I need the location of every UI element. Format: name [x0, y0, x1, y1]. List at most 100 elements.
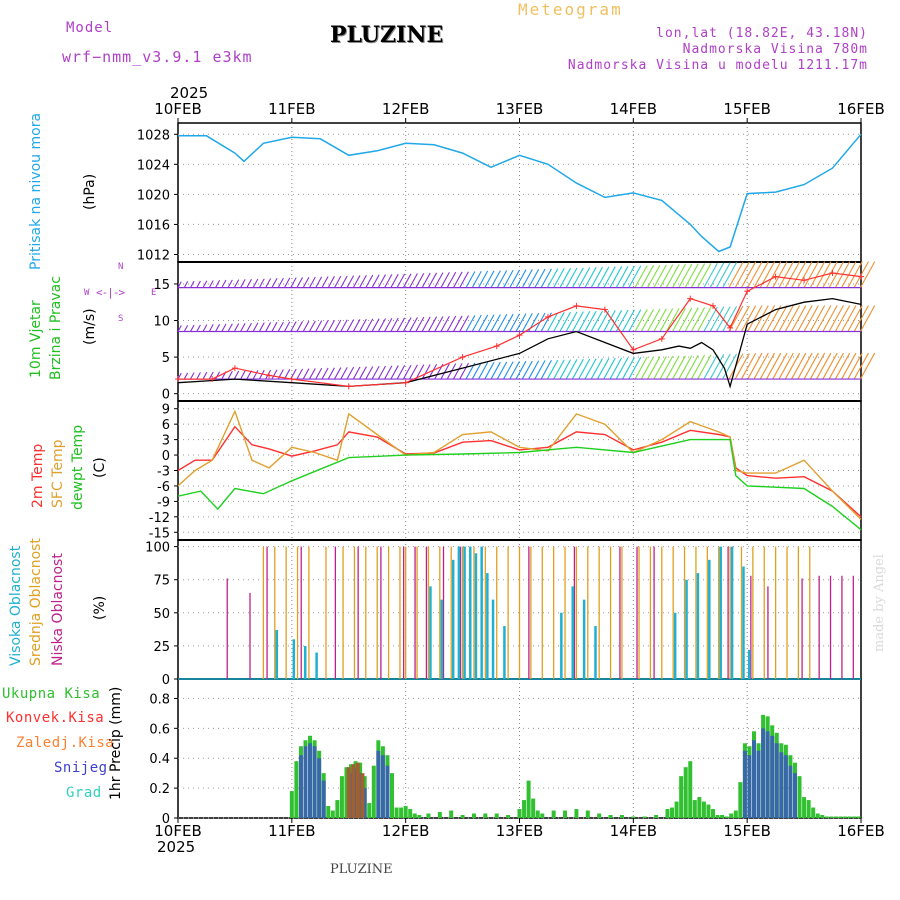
- wind-barb: [791, 352, 807, 380]
- wind-barb: [359, 318, 367, 332]
- wind-barb: [703, 262, 718, 288]
- station-title: PLUZINE: [330, 22, 444, 48]
- wind-barb: [797, 305, 813, 332]
- compass-s: S: [118, 314, 124, 324]
- wind-barb: [384, 365, 393, 380]
- precip-total-bar: [597, 813, 602, 818]
- wind-barb: [246, 322, 252, 332]
- wind-barb: [809, 352, 826, 380]
- precip-total-bar: [417, 815, 422, 818]
- wind-barb: [509, 269, 521, 288]
- precip-snow-bar: [761, 728, 766, 818]
- wind-barb: [202, 280, 208, 288]
- wind-barb: [747, 261, 763, 288]
- wind-barb: [571, 267, 584, 288]
- wind-barb: [290, 277, 297, 288]
- wind-barb: [396, 273, 406, 288]
- wind-barb: [653, 308, 667, 332]
- y-tick-label-cloud: 75: [153, 574, 170, 589]
- wind-barb: [484, 270, 495, 288]
- wind-barb: [772, 261, 788, 288]
- wind-barb: [822, 305, 838, 332]
- wind-barb: [528, 269, 540, 288]
- wind-barb: [772, 305, 788, 332]
- precip-total-bar: [670, 807, 675, 818]
- wind-barb: [409, 317, 418, 332]
- wind-barb: [615, 357, 629, 380]
- wind-barb: [596, 310, 610, 332]
- dewpt-line: [177, 438, 862, 531]
- wind-barb: [471, 362, 482, 380]
- wind-barb: [365, 274, 374, 288]
- wind-barb: [315, 320, 323, 332]
- wind-barb: [847, 305, 863, 332]
- wind-barb: [753, 305, 769, 332]
- wind-barb: [784, 261, 801, 288]
- wind-barb: [296, 321, 304, 332]
- wind-barb: [515, 313, 527, 332]
- wind-barb: [672, 263, 686, 288]
- wind-barb: [841, 352, 857, 380]
- precip-total-bar: [326, 806, 331, 818]
- wind-barb: [534, 360, 546, 380]
- wind-barb: [471, 271, 482, 288]
- wind-barb: [678, 263, 693, 288]
- wind-barb: [659, 355, 674, 380]
- precip-total-bar: [683, 767, 688, 818]
- wind-barb: [521, 360, 533, 380]
- x-tick-label-top: 15FEB: [723, 100, 770, 118]
- wind-barb: [459, 362, 469, 380]
- wind-barb: [734, 305, 750, 332]
- wind-gust-marker: [829, 269, 836, 276]
- wind-barb: [766, 305, 782, 332]
- precip-total-bar: [806, 800, 811, 818]
- wind-barb: [484, 314, 495, 332]
- precip-snow-bar: [376, 750, 381, 818]
- wind-barb: [590, 310, 603, 332]
- temp-sfc-line: [177, 409, 862, 520]
- wind-barb: [240, 323, 246, 332]
- wind-barb: [578, 267, 591, 288]
- wind-gust-marker: [801, 277, 808, 284]
- wind-barb: [352, 319, 361, 332]
- wind-barb: [503, 313, 514, 332]
- precip-total-bar: [838, 816, 843, 818]
- wind-barb: [396, 365, 406, 380]
- wind-barb: [478, 270, 489, 288]
- wind-barb: [446, 271, 457, 288]
- precip-frozen-bar: [355, 762, 360, 818]
- precip-total-bar: [738, 782, 743, 818]
- precip-snow-bar: [742, 750, 747, 818]
- wind-barb: [183, 325, 189, 332]
- precip-snow-bar: [308, 743, 313, 818]
- precip-snow-bar: [349, 773, 354, 818]
- wind-barb: [540, 268, 552, 288]
- y-tick-label-precip: 0.4: [149, 752, 170, 767]
- wind-barb: [352, 275, 361, 288]
- precip-label-total: Ukupna Kisa: [2, 686, 101, 702]
- wind-barb: [183, 281, 189, 288]
- wind-barb: [784, 305, 801, 332]
- wind-barb: [365, 366, 374, 380]
- wind-barb: [553, 359, 565, 380]
- x-tick-label-bottom: 15FEB: [723, 822, 770, 840]
- wind-barb: [778, 305, 794, 332]
- wind-barb: [334, 319, 342, 332]
- precip-snow-bar: [779, 752, 784, 818]
- wind-barb: [578, 358, 591, 380]
- precip-total-bar: [335, 800, 340, 818]
- wind-gust-marker: [288, 376, 295, 383]
- precip-total-bar: [531, 798, 536, 818]
- wind-barb: [828, 352, 844, 380]
- precip-total-bar: [506, 815, 511, 818]
- wind-barb: [571, 358, 584, 380]
- wind-barb: [321, 367, 329, 380]
- wind-barb: [277, 277, 284, 288]
- wind-barb: [603, 357, 616, 380]
- wind-barb: [571, 311, 584, 332]
- wind-barb: [359, 366, 367, 380]
- wind-barb: [208, 280, 214, 288]
- wind-barb: [603, 266, 616, 288]
- wind-barb: [546, 312, 559, 332]
- precip-total-bar: [829, 816, 834, 818]
